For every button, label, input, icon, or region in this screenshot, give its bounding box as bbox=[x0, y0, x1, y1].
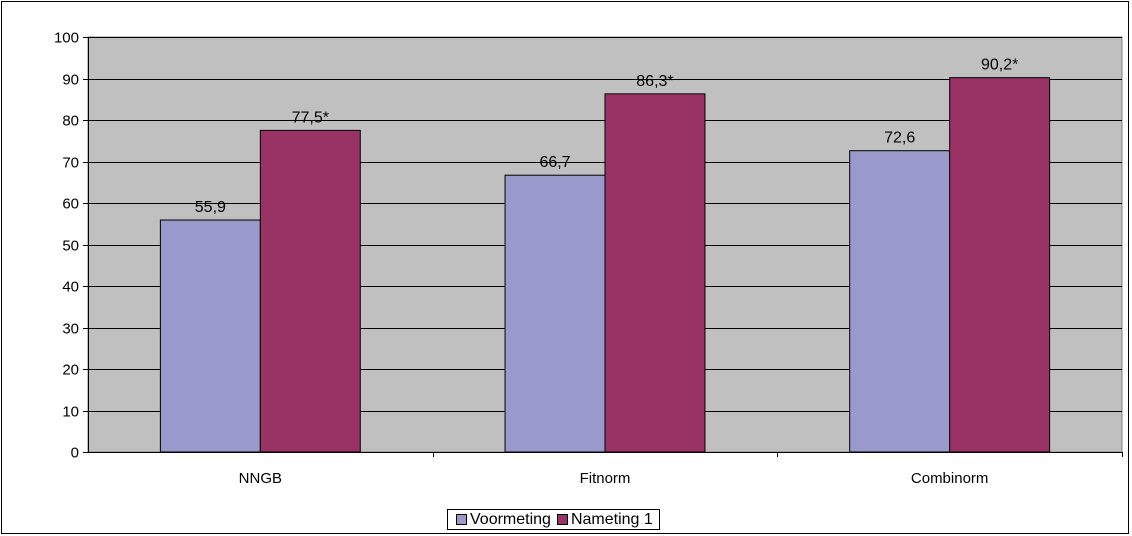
y-tick-label-30: 30 bbox=[62, 321, 79, 338]
y-tick-label-60: 60 bbox=[62, 196, 79, 213]
bar-fitnorm-nameting-1 bbox=[604, 93, 706, 453]
y-tick-label-70: 70 bbox=[62, 155, 79, 172]
x-tick-label-nngb: NNGB bbox=[239, 470, 282, 487]
y-tick-label-10: 10 bbox=[62, 404, 79, 421]
y-tick-label-80: 80 bbox=[62, 113, 79, 130]
legend-item-nameting-1: Nameting 1 bbox=[556, 510, 653, 529]
y-tick-label-0: 0 bbox=[71, 445, 79, 462]
x-tick-label-combinorm: Combinorm bbox=[911, 470, 989, 487]
data-label-fitnorm-nameting-1: 86,3* bbox=[636, 73, 673, 90]
y-tick-label-40: 40 bbox=[62, 279, 79, 296]
data-label-combinorm-voormeting: 72,6 bbox=[884, 130, 915, 147]
legend-item-voormeting: Voormeting bbox=[456, 511, 551, 529]
y-tick-label-100: 100 bbox=[54, 30, 79, 47]
data-label-nngb-nameting-1: 77,5* bbox=[292, 109, 329, 126]
legend-label-voormeting: Voormeting bbox=[470, 510, 551, 528]
bar-nngb-nameting-1 bbox=[259, 129, 361, 453]
data-label-nngb-voormeting: 55,9 bbox=[195, 199, 226, 216]
y-tick-label-50: 50 bbox=[62, 238, 79, 255]
bar-combinorm-nameting-1 bbox=[949, 77, 1051, 453]
legend: Voormeting Nameting 1 bbox=[447, 509, 660, 530]
bar-nngb-voormeting bbox=[159, 219, 261, 453]
legend-swatch-nameting-1 bbox=[556, 514, 568, 525]
bar-fitnorm-voormeting bbox=[504, 174, 606, 453]
x-tick-label-fitnorm: Fitnorm bbox=[580, 470, 631, 487]
bar-combinorm-voormeting bbox=[849, 150, 951, 453]
data-label-fitnorm-voormeting: 66,7 bbox=[539, 154, 570, 171]
y-tick-label-20: 20 bbox=[62, 362, 79, 379]
data-label-combinorm-nameting-1: 90,2* bbox=[981, 57, 1018, 74]
legend-label-nameting-1: Nameting 1 bbox=[570, 510, 653, 528]
legend-swatch-voormeting bbox=[456, 514, 467, 525]
y-tick-label-90: 90 bbox=[62, 72, 79, 89]
